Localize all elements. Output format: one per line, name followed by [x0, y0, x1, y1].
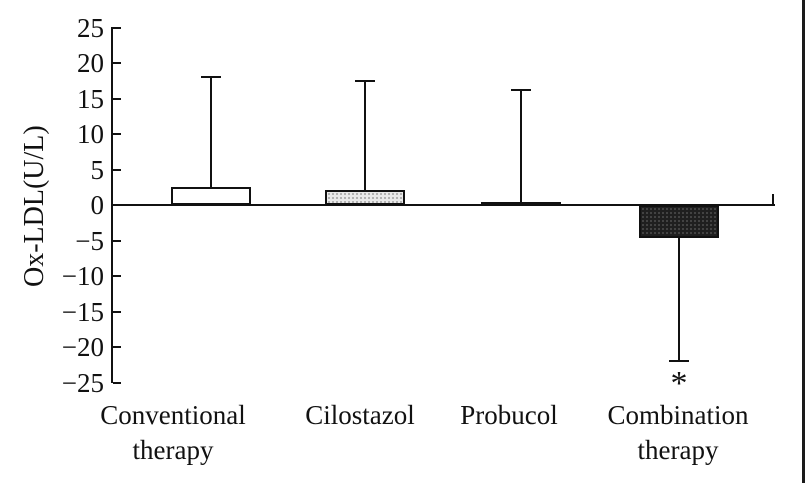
error-whisker [210, 77, 212, 188]
y-tick-label: 0 [90, 190, 105, 220]
error-whisker [678, 238, 680, 362]
y-tick [113, 310, 121, 313]
category-label: Combination therapy [607, 400, 749, 465]
y-tick-label: 15 [77, 83, 104, 114]
y-tick-label: 5 [90, 154, 105, 185]
y-tick [113, 346, 121, 348]
y-tick-label: −20 [61, 332, 104, 362]
y-tick-label: 20 [77, 48, 104, 78]
y-tick [113, 204, 121, 206]
figure-border-right [802, 0, 805, 483]
y-tick-label: −10 [61, 261, 104, 291]
y-tick [113, 133, 121, 135]
y-tick [113, 97, 121, 100]
y-tick [113, 239, 121, 242]
error-whisker-cap [201, 76, 221, 79]
y-tick-label: −25 [61, 367, 104, 398]
error-whisker [364, 80, 366, 191]
error-whisker-cap [669, 360, 689, 363]
y-tick-label: 10 [77, 119, 104, 149]
error-whisker-cap [511, 88, 531, 91]
x-axis-end-tick [772, 194, 774, 205]
bar [639, 205, 719, 239]
y-tick [113, 381, 121, 384]
category-label: Cilostazol [305, 400, 415, 430]
y-tick [113, 168, 121, 171]
category-label: Probucol [460, 400, 558, 430]
y-tick-label: −5 [75, 225, 104, 256]
error-whisker-cap [355, 79, 375, 82]
bar [325, 190, 405, 205]
category-label: Conventional therapy [100, 400, 246, 465]
significance-asterisk: * [670, 365, 688, 403]
y-tick [113, 62, 121, 64]
y-tick-label: −15 [61, 296, 104, 327]
y-tick [113, 275, 121, 277]
error-whisker [520, 89, 522, 203]
bar [171, 187, 251, 205]
y-tick-label: 25 [77, 12, 104, 43]
bar [481, 202, 561, 207]
y-tick [113, 26, 121, 29]
x-axis-zero-line [111, 204, 775, 206]
